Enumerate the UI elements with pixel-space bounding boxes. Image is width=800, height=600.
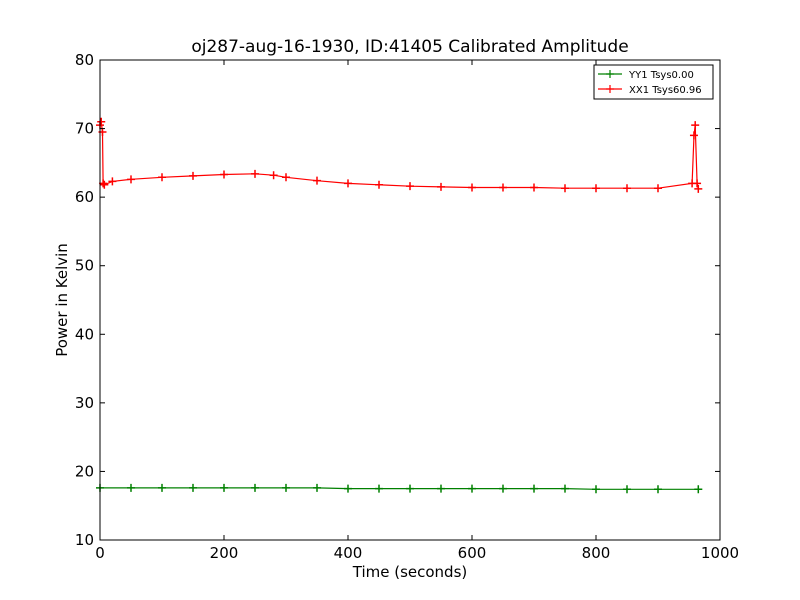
data-point (220, 483, 228, 492)
plot-area (100, 60, 720, 540)
data-point (282, 483, 290, 492)
data-point (189, 483, 197, 492)
y-tick-label: 10 (75, 531, 94, 549)
y-tick-label: 60 (75, 188, 94, 206)
data-point (375, 484, 383, 493)
data-point (269, 171, 278, 180)
legend-marker (606, 85, 614, 93)
plot-frame (99, 59, 721, 541)
data-point (127, 483, 135, 492)
data-point (406, 182, 414, 191)
data-point (375, 180, 383, 189)
data-point (313, 176, 321, 185)
data-point (437, 484, 445, 493)
data-point (189, 171, 197, 180)
data-point (694, 485, 703, 494)
data-point (592, 184, 600, 193)
x-tick-label: 1000 (701, 544, 739, 562)
data-point (623, 485, 631, 494)
series-1 (96, 483, 703, 494)
y-axis-label: Power in Kelvin (53, 243, 71, 357)
data-point (693, 179, 702, 188)
data-point (97, 117, 106, 126)
data-point (530, 183, 538, 192)
chart-title: oj287-aug-16-1930, ID:41405 Calibrated A… (191, 37, 628, 57)
data-point (158, 173, 166, 182)
y-tick-label: 80 (75, 51, 94, 69)
x-tick-label: 200 (210, 544, 239, 562)
data-point (468, 484, 476, 493)
data-point (100, 180, 109, 189)
data-point (592, 485, 600, 494)
y-tick-label: 30 (75, 394, 94, 412)
data-point (654, 184, 662, 193)
data-point (282, 173, 290, 182)
data-point (313, 483, 321, 492)
legend-label: YY1 Tsys0.00 (628, 70, 694, 81)
series-line (100, 487, 699, 490)
legend-marker (606, 70, 614, 78)
data-point (127, 175, 135, 184)
data-point (694, 184, 703, 193)
data-point (530, 484, 538, 493)
x-tick-label: 600 (458, 544, 487, 562)
data-point (689, 131, 698, 140)
data-point (251, 483, 259, 492)
tick-layer: 0 200 400 600 800 1000 10 20 30 40 50 60 70 80 (75, 51, 739, 562)
x-axis-label: Time (seconds) (352, 563, 468, 581)
data-point (344, 179, 352, 188)
series-layer (96, 117, 703, 494)
legend-label: XX1 Tsys60.96 (629, 85, 702, 96)
y-tick-label: 70 (75, 120, 94, 138)
data-point (561, 484, 569, 493)
y-tick-label: 40 (75, 325, 94, 343)
data-point (623, 184, 631, 193)
data-point (654, 485, 662, 494)
data-point (691, 121, 700, 130)
data-point (561, 184, 569, 193)
x-tick-label: 0 (95, 544, 105, 562)
data-point (499, 183, 507, 192)
data-point (344, 484, 352, 493)
data-point (468, 183, 476, 192)
x-tick-label: 400 (334, 544, 363, 562)
data-point (499, 484, 507, 493)
x-tick-label: 800 (582, 544, 611, 562)
data-point (251, 169, 259, 178)
series-2 (96, 117, 703, 193)
data-point (158, 483, 166, 492)
data-point (220, 170, 228, 179)
legend-box (593, 64, 714, 100)
data-point (108, 177, 117, 186)
y-tick-label: 20 (75, 462, 94, 480)
y-tick-label: 50 (75, 257, 94, 275)
data-point (406, 484, 414, 493)
data-point (437, 182, 445, 191)
legend: YY1 Tsys0.00 XX1 Tsys60.96 (593, 64, 714, 100)
